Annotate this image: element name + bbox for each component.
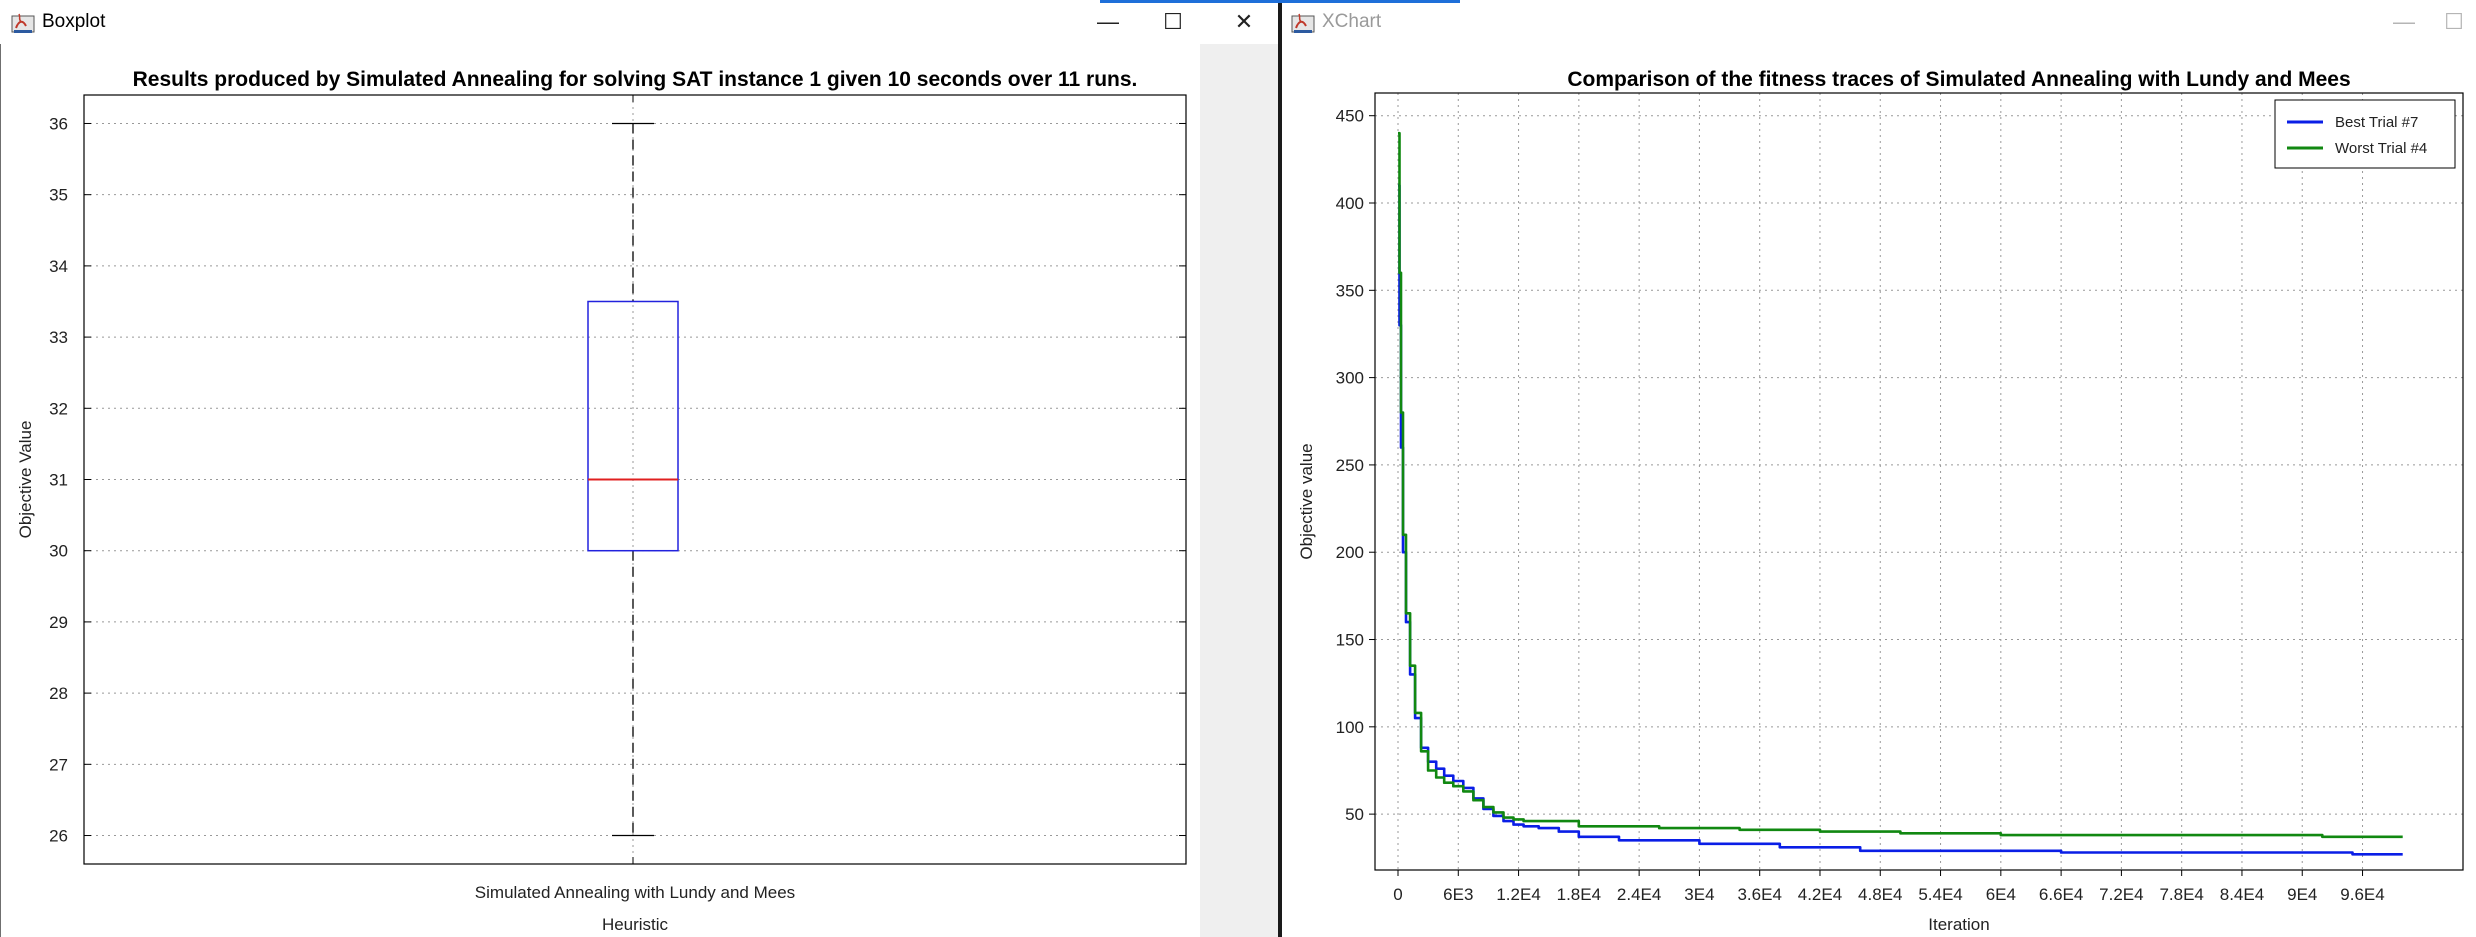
xchart-window: XChart — ☐ Comparison of the fitness tra… [1282, 0, 2476, 937]
maximize-button[interactable]: ☐ [1153, 6, 1193, 38]
x-category-label: Simulated Annealing with Lundy and Mees [475, 883, 795, 902]
x-tick-label: 0 [1393, 885, 1402, 904]
y-tick-label: 28 [49, 684, 68, 703]
chart-title: Comparison of the fitness traces of Simu… [1567, 68, 2350, 91]
y-tick-label: 400 [1336, 194, 1364, 213]
y-tick-label: 31 [49, 471, 68, 490]
legend-label: Best Trial #7 [2335, 114, 2418, 131]
y-tick-label: 50 [1345, 805, 1364, 824]
y-tick-label: 36 [49, 114, 68, 133]
plot-frame [1374, 92, 2464, 871]
focus-accent-bar [1100, 0, 1460, 3]
x-tick-label: 9E4 [2287, 885, 2317, 904]
y-tick-label: 300 [1336, 369, 1364, 388]
window-title: XChart [1322, 11, 1382, 32]
window-background-strip [1200, 44, 1278, 937]
x-tick-label: 3E4 [1684, 885, 1714, 904]
x-axis-title: Heuristic [602, 915, 669, 934]
x-tick-label: 5.4E4 [1918, 885, 1962, 904]
y-tick-label: 100 [1336, 718, 1364, 737]
x-tick-label: 6.6E4 [2039, 885, 2083, 904]
window-border [0, 0, 1, 937]
x-tick-label: 6E3 [1443, 885, 1473, 904]
x-tick-label: 9.6E4 [2340, 885, 2384, 904]
x-tick-label: 6E4 [1986, 885, 2016, 904]
minimize-icon: — [1097, 9, 1119, 34]
maximize-button[interactable]: ☐ [2434, 6, 2474, 38]
plot-frame [83, 94, 1187, 865]
window-title: Boxplot [42, 11, 106, 32]
boxplot-titlebar[interactable]: Boxplot — ☐ ✕ [0, 0, 1278, 44]
x-axis-title: Iteration [1928, 915, 1989, 934]
box-iqr [587, 300, 679, 552]
x-tick-label: 1.8E4 [1557, 885, 1601, 904]
series-line-best-trial-7 [1398, 184, 2403, 856]
legend-label: Worst Trial #4 [2335, 140, 2427, 157]
y-tick-label: 33 [49, 328, 68, 347]
close-icon: ✕ [1234, 9, 1254, 34]
y-tick-label: 250 [1336, 456, 1364, 475]
y-axis-title: Objective value [1297, 443, 1316, 559]
y-tick-label: 30 [49, 542, 68, 561]
line-chart: Comparison of the fitness traces of Simu… [1297, 68, 2464, 934]
maximize-icon: ☐ [1163, 9, 1183, 34]
y-tick-label: 26 [49, 827, 68, 846]
y-tick-label: 29 [49, 613, 68, 632]
x-tick-label: 4.8E4 [1858, 885, 1902, 904]
window-divider [1278, 0, 1282, 937]
x-tick-label: 7.2E4 [2099, 885, 2143, 904]
maximize-icon: ☐ [2444, 9, 2464, 34]
y-tick-label: 32 [49, 399, 68, 418]
minimize-button[interactable]: — [2384, 6, 2424, 38]
minimize-icon: — [2393, 9, 2415, 34]
y-tick-label: 34 [49, 257, 68, 276]
boxplot-window: Boxplot — ☐ ✕ Results produced by Simula… [0, 0, 1278, 937]
xchart-titlebar[interactable]: XChart — ☐ [1282, 0, 2476, 44]
java-app-icon [1291, 13, 1315, 33]
series-line-worst-trial-4 [1398, 131, 2403, 839]
x-tick-label: 4.2E4 [1798, 885, 1842, 904]
x-tick-label: 7.8E4 [2159, 885, 2203, 904]
y-tick-label: 35 [49, 186, 68, 205]
java-app-icon [11, 13, 35, 33]
minimize-button[interactable]: — [1088, 6, 1128, 38]
y-tick-label: 450 [1336, 107, 1364, 126]
close-button[interactable]: ✕ [1224, 6, 1264, 38]
x-tick-label: 1.2E4 [1496, 885, 1540, 904]
x-tick-label: 3.6E4 [1737, 885, 1781, 904]
boxplot-chart: Results produced by Simulated Annealing … [16, 68, 1187, 934]
y-tick-label: 27 [49, 755, 68, 774]
y-tick-label: 150 [1336, 631, 1364, 650]
x-tick-label: 2.4E4 [1617, 885, 1661, 904]
x-tick-label: 8.4E4 [2220, 885, 2264, 904]
y-tick-label: 350 [1336, 281, 1364, 300]
y-axis-title: Objective Value [16, 421, 35, 539]
legend-box [2274, 99, 2456, 169]
chart-title: Results produced by Simulated Annealing … [133, 68, 1138, 91]
y-tick-label: 200 [1336, 543, 1364, 562]
